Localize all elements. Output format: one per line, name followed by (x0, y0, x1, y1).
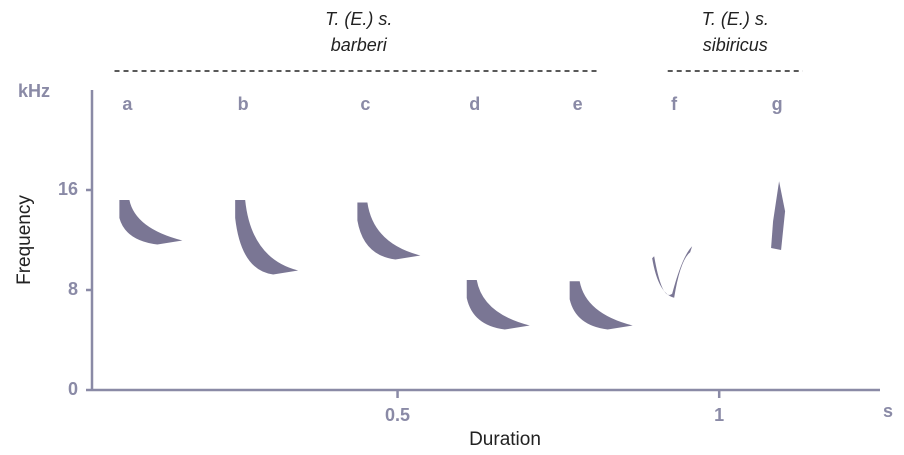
y-axis-title: Frequency (14, 195, 35, 285)
y-tick-label: 0 (68, 379, 78, 399)
syllable (357, 202, 421, 260)
x-unit: s (883, 401, 893, 421)
syllable-label: e (573, 94, 583, 114)
syllable-label: a (122, 94, 133, 114)
syllable-label: g (772, 94, 783, 114)
syllable (235, 200, 299, 275)
group-label: barberi (331, 35, 388, 55)
x-axis-title: Duration (469, 429, 541, 450)
syllable-label: b (238, 94, 249, 114)
x-tick-label: 1 (714, 405, 724, 425)
y-tick-label: 8 (68, 279, 78, 299)
y-unit: kHz (18, 81, 50, 101)
syllable-label: d (469, 94, 480, 114)
x-tick-label: 0.5 (385, 405, 410, 425)
syllable-label: c (360, 94, 370, 114)
syllable (771, 181, 786, 250)
group-label: T. (E.) s. (702, 9, 769, 29)
syllable (119, 200, 183, 245)
syllable-label: f (671, 94, 678, 114)
syllable (569, 281, 633, 330)
syllable (466, 280, 530, 330)
syllable (652, 246, 693, 298)
group-label: sibiricus (703, 35, 768, 55)
y-tick-label: 16 (58, 179, 78, 199)
group-label: T. (E.) s. (325, 9, 392, 29)
